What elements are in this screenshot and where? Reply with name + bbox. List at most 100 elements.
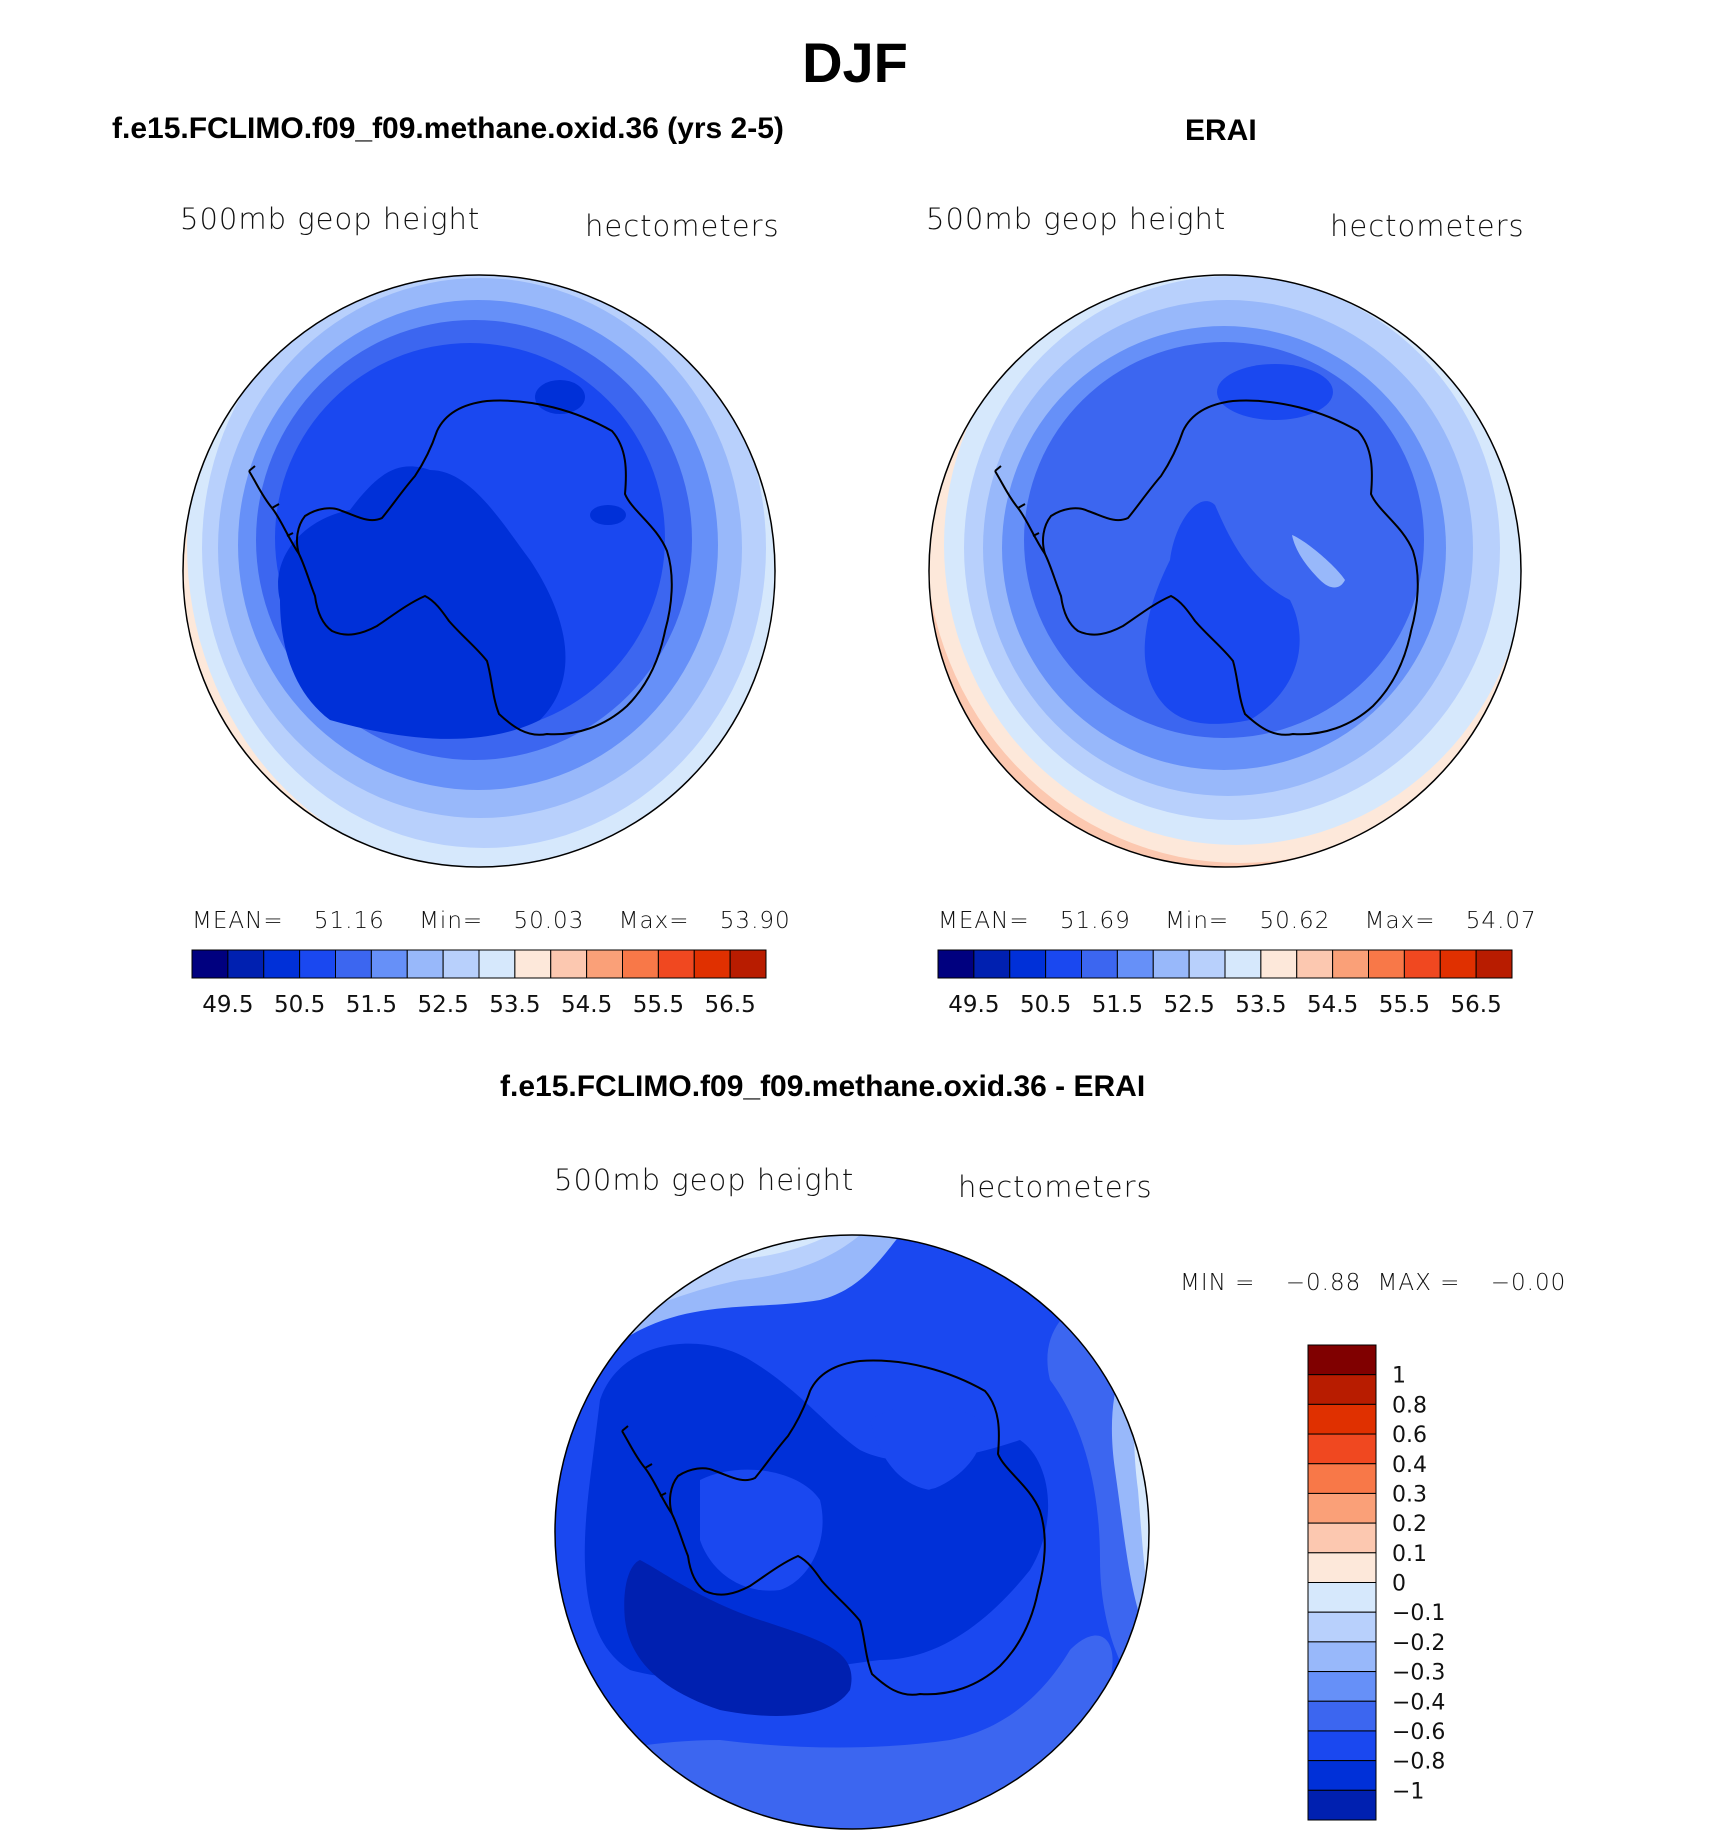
diff-colorbar-label: 0 <box>1392 1572 1406 1597</box>
obs-colorbar-box <box>1045 949 1082 979</box>
obs-max-value: 54.07 <box>1465 908 1537 934</box>
obs-max-label: Max= <box>1364 908 1436 934</box>
diff-colorbar-box <box>1307 1552 1377 1583</box>
diff-colorbar-label: −0.2 <box>1392 1631 1445 1656</box>
model-units-label: hectometers <box>585 209 780 243</box>
obs-colorbar-box <box>1224 949 1262 979</box>
model-colorbar-box <box>622 949 659 979</box>
model-min-value: 50.03 <box>513 908 585 934</box>
diff-colorbar-box <box>1307 1700 1377 1732</box>
diff-min-label: MIN = <box>1180 1270 1256 1296</box>
model-colorbar-box <box>657 949 695 979</box>
obs-stats: MEAN= 51.69 Min= 50.62 Max= 54.07 <box>938 908 1537 934</box>
model-colorbar-label: 55.5 <box>633 992 684 1018</box>
diff-max-value: −0.00 <box>1490 1270 1567 1296</box>
obs-colorbar-box <box>1439 949 1477 979</box>
obs-colorbar-label: 54.5 <box>1307 992 1358 1018</box>
model-colorbar-box <box>514 949 552 979</box>
obs-colorbar: 49.5 50.5 51.5 52.5 53.5 54.5 55.5 56.5 <box>937 949 1513 1018</box>
diff-colorbar-box <box>1307 1760 1377 1791</box>
model-mean-value: 51.16 <box>313 908 385 934</box>
diff-colorbar-label: 0.3 <box>1392 1482 1427 1507</box>
model-colorbar-box <box>191 949 229 979</box>
obs-map-border <box>928 274 1522 868</box>
model-colorbar-box <box>478 949 516 979</box>
model-colorbar-box <box>299 949 336 979</box>
diff-colorbar-box <box>1307 1344 1377 1376</box>
obs-variable-label: 500mb geop height <box>926 202 1227 236</box>
model-panel-title: f.e15.FCLIMO.f09_f09.methane.oxid.36 (yr… <box>112 112 784 145</box>
obs-colorbar-label: 49.5 <box>948 992 999 1018</box>
model-stats: MEAN= 51.16 Min= 50.03 Max= 53.90 <box>192 908 791 934</box>
model-colorbar-box <box>586 949 623 979</box>
obs-colorbar-box <box>1296 949 1334 979</box>
model-min-label: Min= <box>419 908 484 934</box>
diff-colorbar-box <box>1307 1789 1377 1821</box>
obs-colorbar-box <box>973 949 1011 979</box>
diff-colorbar-label: 0.2 <box>1392 1512 1427 1537</box>
diff-colorbar-box <box>1307 1522 1377 1554</box>
obs-map <box>929 275 1521 867</box>
model-colorbar-box <box>263 949 301 979</box>
diff-colorbar-label: 0.8 <box>1392 1393 1427 1418</box>
diff-colorbar-box <box>1307 1433 1377 1465</box>
obs-mean-value: 51.69 <box>1059 908 1131 934</box>
model-variable-label: 500mb geop height <box>180 202 481 236</box>
diff-map <box>555 1235 1149 1829</box>
diff-colorbar-box <box>1307 1492 1377 1524</box>
model-map-border <box>182 274 776 868</box>
obs-colorbar-box <box>1475 949 1513 979</box>
obs-colorbar-box <box>1081 949 1118 979</box>
obs-colorbar-box <box>1368 949 1405 979</box>
obs-colorbar-box <box>1188 949 1226 979</box>
obs-colorbar-label: 53.5 <box>1235 992 1286 1018</box>
figure-title: DJF <box>802 31 908 94</box>
diff-colorbar-label: −0.8 <box>1392 1750 1445 1775</box>
diff-colorbar-label: 0.1 <box>1392 1542 1427 1567</box>
model-colorbar-box <box>370 949 408 979</box>
obs-colorbar-box <box>1332 949 1369 979</box>
model-mean-label: MEAN= <box>192 908 284 934</box>
diff-colorbar-label: 1 <box>1392 1364 1406 1389</box>
obs-colorbar-label: 56.5 <box>1451 992 1502 1018</box>
diff-colorbar-box <box>1307 1403 1377 1435</box>
diff-units-label: hectometers <box>958 1170 1153 1204</box>
diff-colorbar-label: −0.1 <box>1392 1601 1445 1626</box>
obs-units-label: hectometers <box>1330 209 1525 243</box>
diff-colorbar-box <box>1307 1641 1377 1673</box>
diff-colorbar-label: −0.4 <box>1392 1690 1445 1715</box>
model-colorbar: 49.5 50.5 51.5 52.5 53.5 54.5 55.5 56.5 <box>191 949 767 1018</box>
model-colorbar-label: 50.5 <box>274 992 325 1018</box>
obs-colorbar-label: 55.5 <box>1379 992 1430 1018</box>
obs-colorbar-box <box>1260 949 1298 979</box>
model-colorbar-box <box>729 949 767 979</box>
model-colorbar-box <box>406 949 444 979</box>
diff-colorbar-label: −1 <box>1392 1779 1424 1804</box>
model-colorbar-label: 53.5 <box>489 992 540 1018</box>
model-max-value: 53.90 <box>719 908 791 934</box>
diff-map-border <box>554 1234 1150 1830</box>
diff-colorbar-label: −0.3 <box>1392 1661 1445 1686</box>
diff-panel-title: f.e15.FCLIMO.f09_f09.methane.oxid.36 - E… <box>500 1070 1146 1103</box>
model-colorbar-label: 52.5 <box>418 992 469 1018</box>
obs-colorbar-label: 51.5 <box>1092 992 1143 1018</box>
obs-colorbar-box <box>1152 949 1190 979</box>
diff-colorbar-box <box>1307 1730 1377 1762</box>
model-colorbar-box <box>335 949 372 979</box>
obs-min-value: 50.62 <box>1259 908 1331 934</box>
obs-colorbar-box <box>937 949 975 979</box>
model-colorbar-label: 56.5 <box>705 992 756 1018</box>
model-colorbar-label: 54.5 <box>561 992 612 1018</box>
diff-colorbar-box <box>1307 1582 1377 1613</box>
obs-colorbar-box <box>1009 949 1047 979</box>
diff-colorbar-box <box>1307 1611 1377 1643</box>
obs-min-label: Min= <box>1165 908 1230 934</box>
model-colorbar-box <box>227 949 265 979</box>
obs-colorbar-label: 50.5 <box>1020 992 1071 1018</box>
diff-colorbar-label: 0.4 <box>1392 1453 1427 1478</box>
diff-colorbar-box <box>1307 1463 1377 1494</box>
obs-colorbar-box <box>1116 949 1154 979</box>
diff-max-label: MAX = <box>1377 1270 1461 1296</box>
diff-colorbar-box <box>1307 1374 1377 1405</box>
